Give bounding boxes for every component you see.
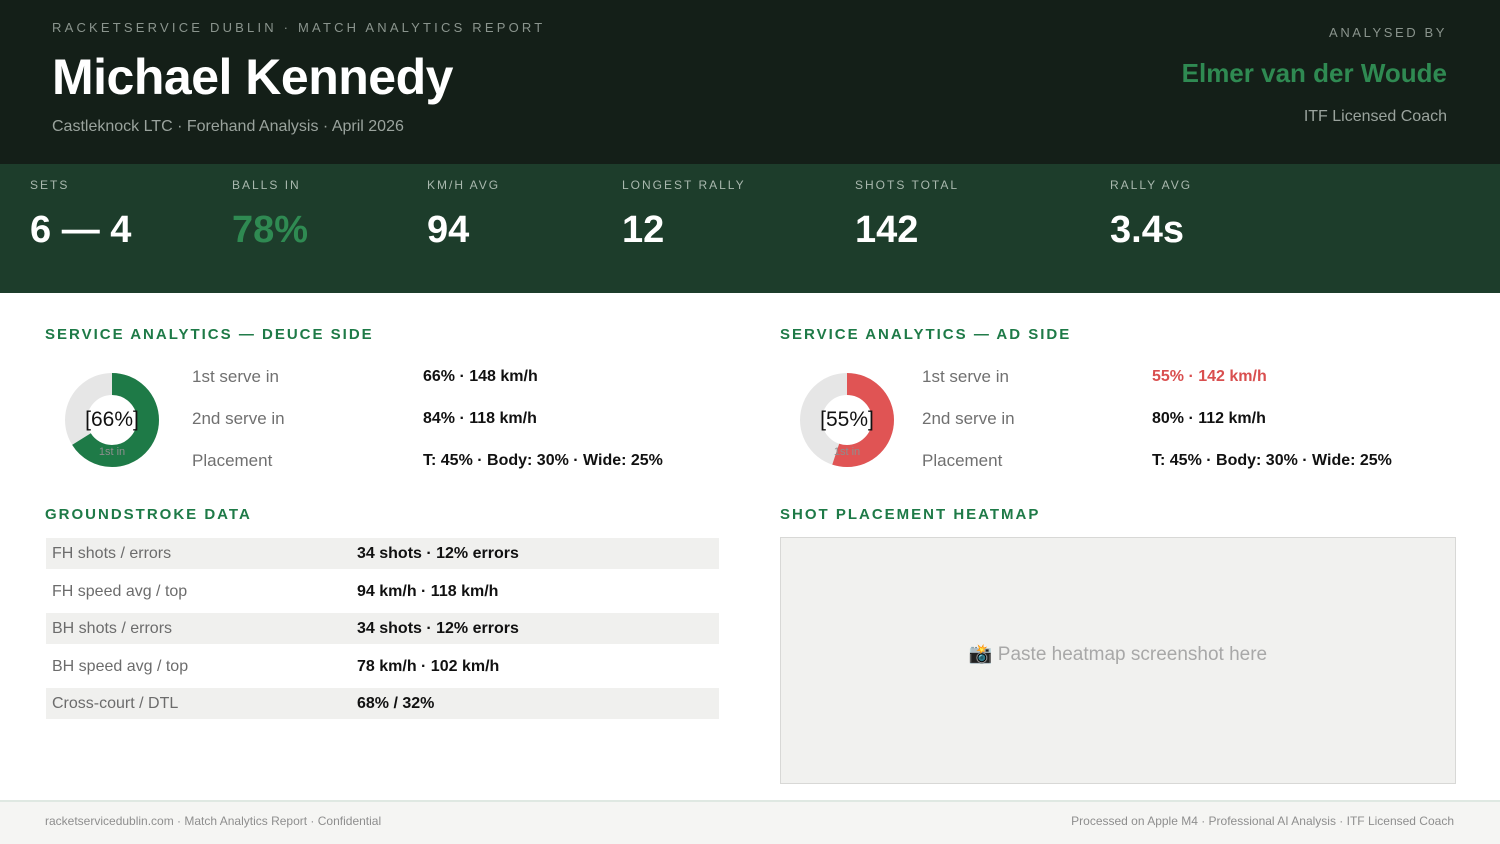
stat-label: BALLS IN (232, 178, 301, 192)
heatmap-title: SHOT PLACEMENT HEATMAP (780, 506, 1041, 523)
stat-balls-in: BALLS IN 78% (232, 178, 308, 252)
stat-sets: SETS 6 — 4 (30, 178, 131, 252)
row-value: 34 shots · 12% errors (357, 545, 519, 562)
deuce-first-serve-label: 1st serve in (192, 367, 279, 386)
stat-label: RALLY AVG (1110, 178, 1193, 192)
heatmap-placeholder-text: Paste heatmap screenshot here (997, 644, 1268, 665)
deuce-second-serve-value: 84% · 118 km/h (423, 410, 537, 427)
row-label: Cross-court / DTL (52, 695, 179, 712)
stats-bar: SETS 6 — 4 BALLS IN 78% KM/H AVG 94 LONG… (0, 164, 1500, 293)
row-label: FH shots / errors (52, 545, 172, 562)
stat-label: KM/H AVG (427, 178, 501, 192)
ad-donut-chart (800, 373, 894, 467)
stat-shots-total: SHOTS TOTAL 142 (855, 178, 959, 252)
deuce-serve-donut: [66%] 1st in (64, 372, 160, 468)
ad-serve-donut: [55%] 1st in (799, 372, 895, 468)
report-subline: Castleknock LTC · Forehand Analysis · Ap… (52, 118, 404, 135)
ad-first-serve-label: 1st serve in (922, 367, 1009, 386)
stat-value: 94 (427, 209, 470, 251)
coach-title: ITF Licensed Coach (1303, 108, 1447, 125)
donut-caption: 1st in (833, 446, 861, 458)
row-label: BH speed avg / top (52, 658, 189, 675)
ad-second-serve-value: 80% · 112 km/h (1152, 410, 1266, 427)
coach-name: Elmer van der Woude (1181, 58, 1447, 88)
deuce-placement-value: T: 45% · Body: 30% · Wide: 25% (423, 452, 663, 469)
report-kicker: RACKETSERVICE DUBLIN · MATCH ANALYTICS R… (52, 20, 546, 35)
report-header: RACKETSERVICE DUBLIN · MATCH ANALYTICS R… (0, 0, 1500, 164)
donut-percentage: [66%] (85, 408, 139, 431)
stat-value: 12 (622, 209, 665, 251)
stat-value: 3.4s (1110, 209, 1184, 251)
stat-value: 6 — 4 (30, 209, 132, 251)
deuce-second-serve-label: 2nd serve in (192, 409, 285, 428)
stat-value: 142 (855, 209, 919, 251)
ad-side-title: SERVICE ANALYTICS — AD SIDE (780, 326, 1072, 343)
deuce-donut-chart (65, 373, 159, 467)
stat-rally-avg: RALLY AVG 3.4s (1110, 178, 1192, 252)
donut-caption: 1st in (98, 446, 126, 458)
footer-right-text: Processed on Apple M4 · Professional AI … (1071, 814, 1454, 828)
deuce-side-title: SERVICE ANALYTICS — DEUCE SIDE (45, 326, 374, 343)
table-row: Cross-court / DTL 68% / 32% (46, 688, 719, 719)
table-row: BH shots / errors 34 shots · 12% errors (46, 613, 719, 644)
analysed-by-label: ANALYSED BY (1329, 25, 1447, 40)
stat-longest-rally: LONGEST RALLY 12 (622, 178, 746, 252)
deuce-placement-label: Placement (192, 451, 273, 470)
stat-label: LONGEST RALLY (622, 178, 746, 192)
ad-first-serve-value: 55% · 142 km/h (1152, 368, 1267, 385)
stat-label: SHOTS TOTAL (855, 178, 960, 192)
donut-arc (800, 373, 894, 467)
player-name: Michael Kennedy (52, 49, 453, 105)
heatmap-placeholder: 📸 Paste heatmap screenshot here (781, 642, 1455, 666)
stat-label: SETS (30, 178, 70, 192)
table-row: BH speed avg / top 78 km/h · 102 km/h (46, 651, 719, 682)
row-value: 34 shots · 12% errors (357, 620, 519, 637)
table-row: FH shots / errors 34 shots · 12% errors (46, 538, 719, 569)
stat-kmh-avg: KM/H AVG 94 (427, 178, 500, 252)
ad-second-serve-label: 2nd serve in (922, 409, 1015, 428)
row-label: BH shots / errors (52, 620, 173, 637)
donut-arc (65, 373, 159, 467)
table-row: FH speed avg / top 94 km/h · 118 km/h (46, 576, 719, 607)
deuce-first-serve-value: 66% · 148 km/h (423, 368, 538, 385)
ad-placement-label: Placement (922, 451, 1003, 470)
row-value: 94 km/h · 118 km/h (357, 583, 499, 600)
heatmap-dropzone[interactable]: 📸 Paste heatmap screenshot here (780, 537, 1456, 784)
donut-percentage: [55%] (820, 408, 874, 431)
groundstroke-title: GROUNDSTROKE DATA (45, 506, 252, 523)
row-label: FH speed avg / top (52, 583, 188, 600)
camera-icon: 📸 (968, 644, 993, 665)
report-footer: racketservicedublin.com · Match Analytic… (0, 800, 1500, 844)
footer-left-text: racketservicedublin.com · Match Analytic… (45, 814, 382, 828)
ad-placement-value: T: 45% · Body: 30% · Wide: 25% (1152, 452, 1392, 469)
row-value: 68% / 32% (357, 695, 435, 712)
row-value: 78 km/h · 102 km/h (357, 658, 500, 675)
stat-value: 78% (232, 209, 309, 251)
